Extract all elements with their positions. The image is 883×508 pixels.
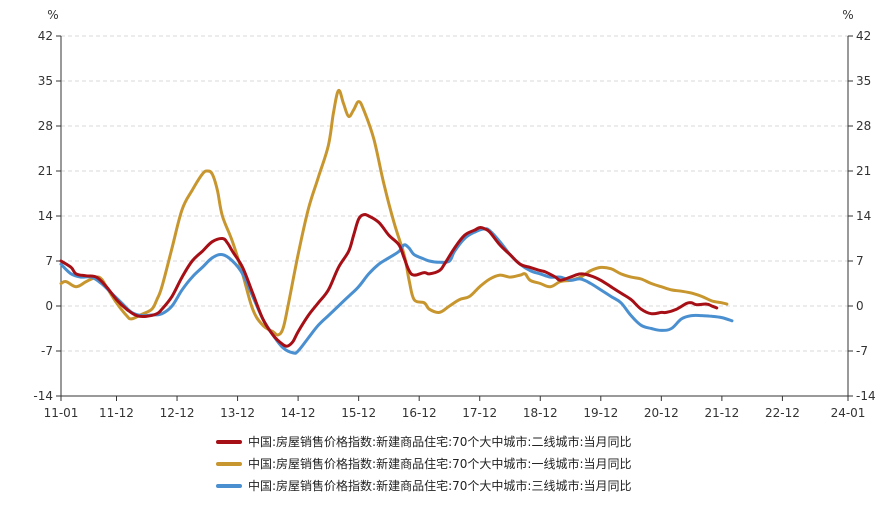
series-line-tier1 [59, 88, 729, 337]
x-tick-label: 17-12 [462, 406, 497, 420]
left-y-tick-label: 42 [38, 29, 53, 43]
x-tick-label: 14-12 [281, 406, 316, 420]
x-tick-label: 24-01 [831, 406, 866, 420]
left-y-tick-label: 7 [45, 254, 53, 268]
legend-item-tier2-label: 中国:房屋销售价格指数:新建商品住宅:70个大中城市:二线城市:当月同比 [248, 434, 632, 449]
right-y-tick-label: -7 [856, 344, 868, 358]
legend-item-tier1-label: 中国:房屋销售价格指数:新建商品住宅:70个大中城市:一线城市:当月同比 [248, 456, 632, 471]
left-y-tick-label: 0 [45, 299, 53, 313]
right-y-tick-label: 14 [856, 209, 871, 223]
right-y-tick-label: 35 [856, 74, 871, 88]
legend: 中国:房屋销售价格指数:新建商品住宅:70个大中城市:二线城市:当月同比中国:房… [216, 434, 632, 493]
right-y-tick-label: 42 [856, 29, 871, 43]
right-y-tick-label: 28 [856, 119, 871, 133]
right-y-tick-label: 21 [856, 164, 871, 178]
gridlines [61, 35, 848, 352]
series-line-tier2 [59, 212, 719, 348]
x-tick-label: 11-01 [44, 406, 79, 420]
left-y-tick-label: 14 [38, 209, 53, 223]
x-tick-label: 20-12 [644, 406, 679, 420]
left-y-tick-label: 21 [38, 164, 53, 178]
x-tick-label: 22-12 [765, 406, 800, 420]
left-y-tick-label: 28 [38, 119, 53, 133]
right-y-tick-label: 7 [856, 254, 864, 268]
right-y-tick-label: 0 [856, 299, 864, 313]
legend-item-tier3-label: 中国:房屋销售价格指数:新建商品住宅:70个大中城市:三线城市:当月同比 [248, 478, 632, 493]
axes: % % -14 -14 -7 -7 0 0 7 7 14 14 21 21 28 28 35 35 42 42 11… [33, 8, 875, 420]
left-y-unit: % [47, 8, 58, 22]
x-tick-label: 11-12 [99, 406, 134, 420]
left-y-tick-label: 35 [38, 74, 53, 88]
left-y-tick-label: -7 [41, 344, 53, 358]
right-y-tick-label: -14 [856, 389, 876, 403]
x-tick-label: 21-12 [704, 406, 739, 420]
x-tick-label: 18-12 [523, 406, 558, 420]
x-tick-label: 13-12 [220, 406, 255, 420]
x-tick-label: 16-12 [402, 406, 437, 420]
series-lines [59, 88, 734, 355]
x-tick-label: 12-12 [160, 406, 195, 420]
x-tick-label: 15-12 [341, 406, 376, 420]
series-line-tier3 [59, 227, 734, 355]
left-y-tick-label: -14 [33, 389, 53, 403]
x-tick-label: 19-12 [583, 406, 618, 420]
right-y-unit: % [842, 8, 853, 22]
